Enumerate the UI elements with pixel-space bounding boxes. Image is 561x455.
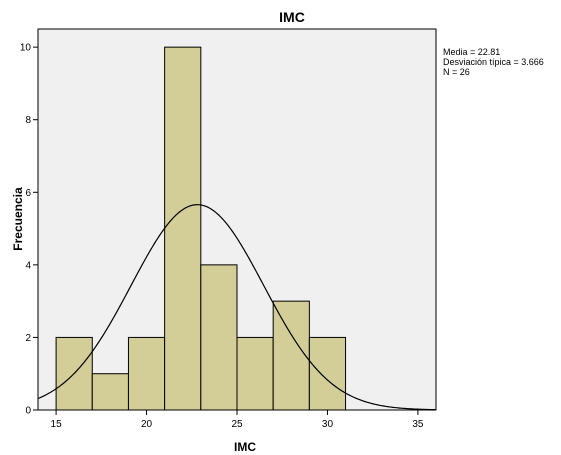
chart-title: IMC: [279, 9, 305, 25]
histogram-bar-6: [236, 336, 274, 411]
y-tick-label: 4: [25, 260, 31, 271]
stats-n: N = 26: [443, 67, 470, 77]
histogram-bar-3: [127, 336, 166, 411]
y-tick-label: 8: [25, 115, 31, 126]
y-axis-title: Frecuencia: [11, 187, 25, 251]
normal-curve: [37, 204, 437, 411]
x-tick-label: 25: [231, 419, 243, 430]
x-tick-label: 35: [412, 419, 424, 430]
y-tick-label: 6: [25, 188, 31, 199]
y-axis: 0 2 4 6 8 10: [20, 43, 38, 417]
histogram-bars: [55, 46, 347, 411]
histogram-bar-2: [91, 373, 129, 411]
histogram-bar-5: [200, 264, 238, 411]
histogram-bar-4: [164, 46, 202, 411]
x-tick-label: 20: [141, 419, 153, 430]
histogram-bar-8: [308, 336, 347, 411]
x-axis-title: IMC: [234, 440, 256, 454]
x-tick-label: 30: [322, 419, 334, 430]
stats-mean: Media = 22.81: [443, 47, 500, 57]
histogram-bar-7: [272, 300, 310, 411]
stats-box: Media = 22.81 Desviación típica = 3.666 …: [443, 47, 544, 77]
x-tick-label: 15: [51, 419, 63, 430]
y-tick-label: 0: [25, 406, 31, 417]
y-tick-label: 10: [20, 43, 32, 54]
stats-sd: Desviación típica = 3.666: [443, 57, 544, 67]
y-tick-label: 2: [25, 333, 31, 344]
x-axis: 15 20 25 30 35: [51, 410, 424, 430]
